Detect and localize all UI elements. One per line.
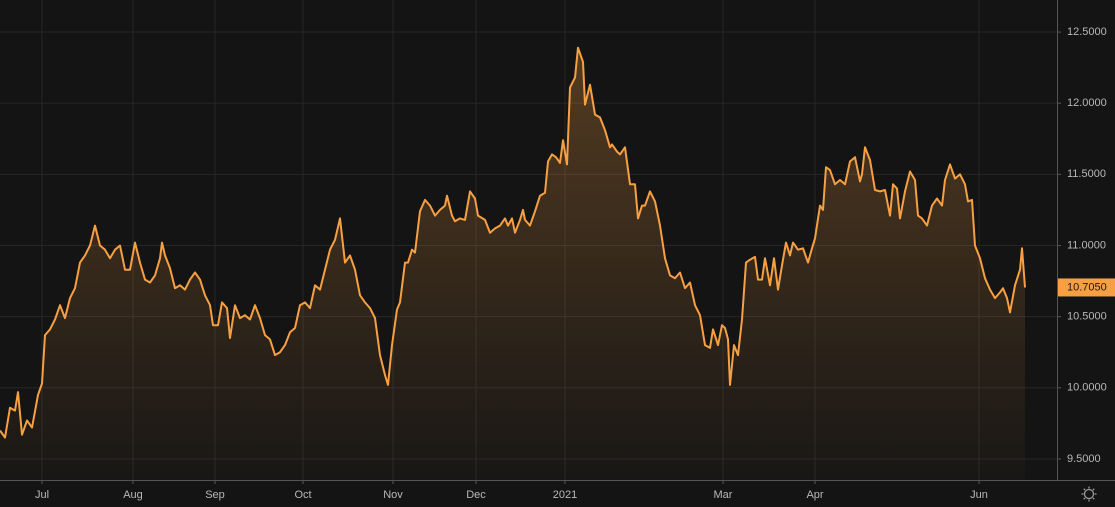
last-price-label: 10.7050 bbox=[1067, 281, 1107, 293]
x-tick-label: Sep bbox=[205, 489, 225, 501]
y-tick-label: 10.0000 bbox=[1067, 382, 1107, 394]
price-line bbox=[0, 46, 1026, 439]
y-tick-label: 12.0000 bbox=[1067, 97, 1107, 109]
y-tick-label: 12.5000 bbox=[1067, 26, 1107, 38]
last-price-box bbox=[1058, 278, 1115, 297]
settings-icon-ring bbox=[1083, 488, 1095, 500]
y-tick-label: 10.5000 bbox=[1067, 311, 1107, 323]
settings-icon[interactable] bbox=[1081, 486, 1097, 502]
x-tick-label: Jul bbox=[35, 489, 49, 501]
x-tick-label: Apr bbox=[806, 489, 823, 501]
x-tick-label: Nov bbox=[383, 489, 403, 501]
x-tick-label: Dec bbox=[466, 489, 486, 501]
y-tick-label: 11.0000 bbox=[1067, 239, 1106, 251]
x-tick-label: Oct bbox=[294, 489, 311, 501]
y-tick-label: 9.5000 bbox=[1067, 453, 1101, 465]
x-tick-label: Aug bbox=[123, 489, 143, 501]
area-fill bbox=[0, 47, 1025, 480]
y-tick-label: 11.5000 bbox=[1067, 168, 1106, 180]
x-tick-label: 2021 bbox=[553, 489, 577, 501]
settings-icon-spokes bbox=[1081, 486, 1097, 502]
x-tick-label: Mar bbox=[714, 489, 733, 501]
x-tick-label: Jun bbox=[970, 489, 988, 501]
